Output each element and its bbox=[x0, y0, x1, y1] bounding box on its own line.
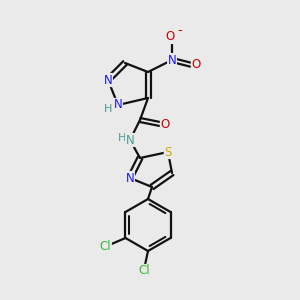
Text: Cl: Cl bbox=[138, 265, 150, 278]
Text: N: N bbox=[114, 98, 122, 112]
Text: O: O bbox=[160, 118, 169, 130]
Text: N: N bbox=[126, 172, 134, 184]
Text: H: H bbox=[104, 104, 112, 114]
Text: Cl: Cl bbox=[100, 239, 111, 253]
Text: N: N bbox=[103, 74, 112, 86]
Text: O: O bbox=[191, 58, 201, 71]
Text: N: N bbox=[126, 134, 134, 146]
Text: N: N bbox=[168, 53, 176, 67]
Text: S: S bbox=[164, 146, 172, 158]
Text: -: - bbox=[178, 25, 182, 38]
Text: O: O bbox=[165, 31, 175, 44]
Text: H: H bbox=[118, 133, 126, 143]
